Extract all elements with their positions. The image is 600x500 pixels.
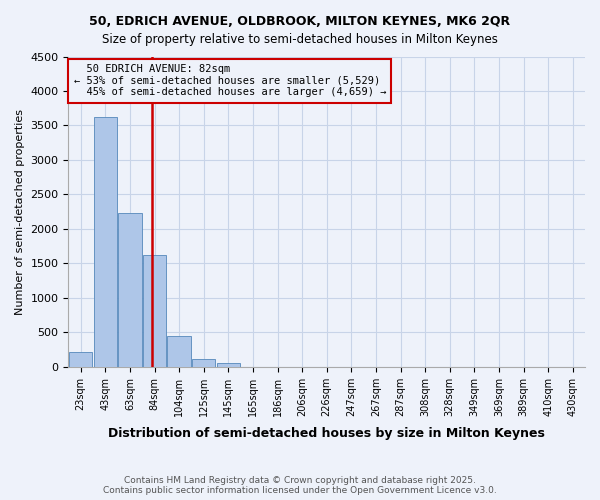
Bar xyxy=(167,336,191,367)
Bar xyxy=(192,359,215,367)
Text: 50, EDRICH AVENUE, OLDBROOK, MILTON KEYNES, MK6 2QR: 50, EDRICH AVENUE, OLDBROOK, MILTON KEYN… xyxy=(89,15,511,28)
Text: Size of property relative to semi-detached houses in Milton Keynes: Size of property relative to semi-detach… xyxy=(102,32,498,46)
Text: Contains HM Land Registry data © Crown copyright and database right 2025.
Contai: Contains HM Land Registry data © Crown c… xyxy=(103,476,497,495)
Bar xyxy=(143,255,166,367)
Bar xyxy=(69,352,92,367)
Bar xyxy=(118,213,142,367)
Bar xyxy=(94,117,117,367)
Y-axis label: Number of semi-detached properties: Number of semi-detached properties xyxy=(15,108,25,314)
X-axis label: Distribution of semi-detached houses by size in Milton Keynes: Distribution of semi-detached houses by … xyxy=(108,427,545,440)
Text: 50 EDRICH AVENUE: 82sqm
← 53% of semi-detached houses are smaller (5,529)
  45% : 50 EDRICH AVENUE: 82sqm ← 53% of semi-de… xyxy=(74,64,386,98)
Bar xyxy=(217,364,240,367)
